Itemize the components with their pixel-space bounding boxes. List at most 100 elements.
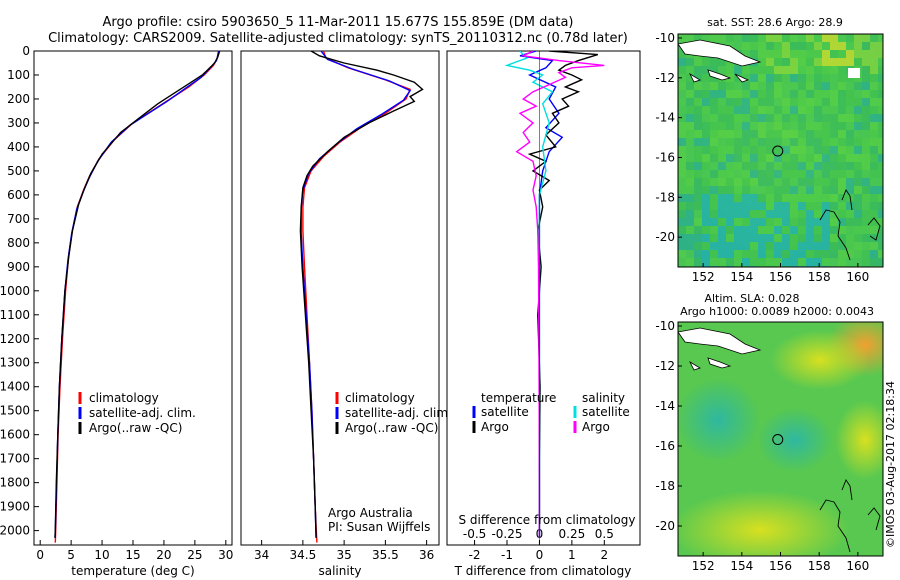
sst-cell <box>822 122 830 130</box>
sst-cell <box>758 114 766 122</box>
sst-cell <box>742 242 750 250</box>
sst-cell <box>694 114 702 122</box>
sst-cell <box>686 194 694 202</box>
sst-cell <box>790 258 798 266</box>
sst-cell <box>702 74 710 82</box>
sst-cell <box>694 74 702 82</box>
sst-cell <box>830 186 838 194</box>
sst-cell <box>862 154 870 162</box>
coastline-png-sla <box>678 327 762 355</box>
sst-cell <box>702 154 710 162</box>
sst-cell <box>870 98 878 106</box>
sst-cell <box>846 162 854 170</box>
sst-cell <box>798 162 806 170</box>
sst-cell <box>718 154 726 162</box>
sst-cell <box>758 218 766 226</box>
sst-cell <box>718 138 726 146</box>
temperature-lines <box>54 51 221 543</box>
sst-cell <box>694 234 702 242</box>
sst-cell <box>742 258 750 266</box>
sst-cell <box>726 106 734 114</box>
sst-cell <box>694 162 702 170</box>
sst-cell <box>718 122 726 130</box>
sst-cell <box>814 178 822 186</box>
map-y-tick-label: -18 <box>655 479 675 493</box>
map-x-tick-label: 156 <box>769 270 792 284</box>
sst-cell <box>798 114 806 122</box>
sla-high-south <box>678 490 850 556</box>
sst-cell <box>734 146 742 154</box>
sst-cell <box>702 210 710 218</box>
sst-cell <box>710 58 718 66</box>
sst-cell <box>870 122 878 130</box>
sst-cell <box>766 122 774 130</box>
sst-cell <box>878 250 883 258</box>
sst-cell <box>798 58 806 66</box>
footer-stamp: ©IMOS 03-Aug-2017 02:18:34 <box>884 381 897 548</box>
sst-cell <box>814 194 822 202</box>
sst-cell <box>694 34 702 42</box>
sst-cell <box>686 138 694 146</box>
sst-cell <box>854 50 862 58</box>
sst-cell <box>822 258 830 266</box>
sst-cell <box>750 90 758 98</box>
sst-cell <box>822 74 830 82</box>
y-tick-label: 1100 <box>0 308 30 322</box>
x-tick-label: 35 <box>336 548 351 562</box>
sst-cell <box>782 218 790 226</box>
sst-cell <box>766 234 774 242</box>
sst-cell <box>862 50 870 58</box>
sst-cell <box>782 66 790 74</box>
sst-cell <box>790 122 798 130</box>
y-tick-label: 1900 <box>0 500 30 514</box>
y-tick-label: 100 <box>7 68 30 82</box>
sst-cell <box>678 250 686 258</box>
sst-cell <box>702 106 710 114</box>
annotation-argo-australia: Argo Australia <box>328 506 413 520</box>
sst-cell <box>694 210 702 218</box>
sst-cell <box>822 138 830 146</box>
sst-cell <box>790 66 798 74</box>
sst-cell <box>694 98 702 106</box>
sst-cell <box>814 66 822 74</box>
sst-cell <box>790 58 798 66</box>
sla-low-west <box>678 378 760 462</box>
sst-cell <box>766 178 774 186</box>
sst-cell <box>806 130 814 138</box>
sst-cell <box>862 194 870 202</box>
sst-cell <box>702 162 710 170</box>
sst-map-ticks: 152 154 156 158 160 -10 -12 -14 -16 -18 -20 <box>655 31 869 284</box>
sst-cell <box>678 242 686 250</box>
sst-cell <box>774 162 782 170</box>
sst-cell <box>750 202 758 210</box>
sst-cell <box>798 66 806 74</box>
sst-cell <box>846 210 854 218</box>
sst-cell <box>750 226 758 234</box>
sst-cell <box>686 258 694 266</box>
sst-cell <box>806 210 814 218</box>
sst-cell <box>774 130 782 138</box>
sst-cell <box>758 242 766 250</box>
sst-cell <box>846 138 854 146</box>
sst-cell <box>774 58 782 66</box>
y-tick-label: 800 <box>7 236 30 250</box>
sst-cell <box>806 234 814 242</box>
sst-cell <box>710 98 718 106</box>
sst-cell <box>814 250 822 258</box>
sst-cell <box>870 106 878 114</box>
x-tick-top-label: -0.5 <box>463 527 486 541</box>
sst-cell <box>766 218 774 226</box>
y-tick-label: 700 <box>7 212 30 226</box>
sst-cell <box>846 82 854 90</box>
sst-cell <box>830 74 838 82</box>
sst-cell <box>846 186 854 194</box>
sst-cell <box>878 146 883 154</box>
sst-cell <box>750 98 758 106</box>
sst-cell <box>822 226 830 234</box>
sst-cell <box>774 82 782 90</box>
sst-cell <box>846 218 854 226</box>
sst-cell <box>822 234 830 242</box>
reef-contours <box>819 189 881 261</box>
sst-cell <box>726 90 734 98</box>
sst-cell <box>870 58 878 66</box>
